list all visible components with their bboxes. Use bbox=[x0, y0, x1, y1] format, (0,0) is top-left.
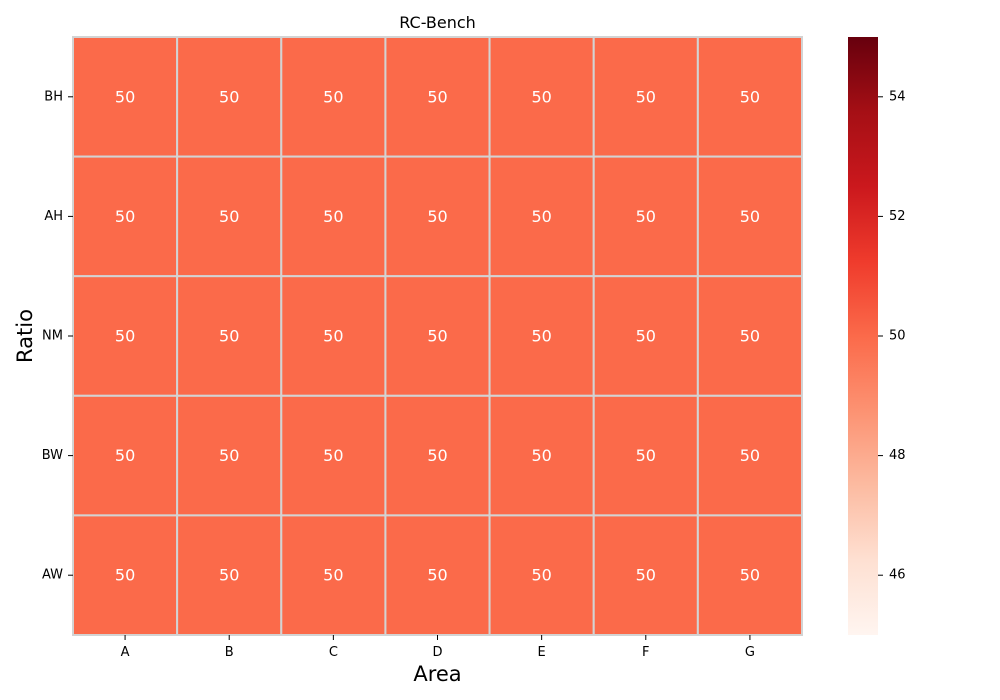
cell-value-label: 50 bbox=[115, 327, 135, 346]
cell-value-label: 50 bbox=[531, 87, 551, 106]
colorbar-tick-label: 54 bbox=[889, 89, 906, 104]
colorbar-ticks: 46 48 50 52 54 bbox=[878, 89, 906, 583]
heatmap-cell bbox=[72, 36, 179, 158]
y-tick-label: BW bbox=[42, 448, 63, 463]
x-tick-label: D bbox=[432, 645, 442, 660]
cell-value-label: 50 bbox=[219, 207, 239, 226]
heatmap-cell bbox=[696, 275, 803, 397]
heatmap-cell bbox=[488, 275, 595, 397]
cell-value-label: 50 bbox=[323, 566, 343, 585]
heatmap-cell bbox=[280, 514, 387, 637]
colorbar bbox=[848, 37, 878, 635]
cell-value-label: 50 bbox=[427, 207, 447, 226]
colorbar-tick-label: 50 bbox=[889, 329, 906, 344]
cell-value-label: 50 bbox=[740, 327, 760, 346]
cell-value-label: 50 bbox=[427, 87, 447, 106]
cell-value-label: 50 bbox=[740, 446, 760, 465]
cell-value-label: 50 bbox=[115, 207, 135, 226]
heatmap-cell bbox=[280, 36, 387, 158]
cell-value-label: 50 bbox=[427, 327, 447, 346]
cell-value-label: 50 bbox=[636, 87, 656, 106]
cell-value-label: 50 bbox=[531, 566, 551, 585]
x-tick-label: G bbox=[745, 645, 755, 660]
cell-value-label: 50 bbox=[323, 207, 343, 226]
x-axis-ticks: A B C D E F G bbox=[121, 635, 755, 660]
chart-title: RC-Bench bbox=[399, 13, 476, 32]
x-tick-label: E bbox=[538, 645, 546, 660]
cell-value-label: 50 bbox=[636, 207, 656, 226]
heatmap-cell bbox=[72, 514, 179, 637]
cell-value-label: 50 bbox=[219, 327, 239, 346]
colorbar-tick-label: 52 bbox=[889, 209, 906, 224]
x-tick-label: B bbox=[225, 645, 234, 660]
cell-value-label: 50 bbox=[427, 566, 447, 585]
heatmap-cell bbox=[592, 394, 699, 517]
heatmap-cell bbox=[176, 275, 283, 397]
x-axis-label: Area bbox=[413, 662, 461, 686]
x-tick-label: F bbox=[642, 645, 649, 660]
cell-value-label: 50 bbox=[740, 566, 760, 585]
heatmap-cell bbox=[696, 155, 803, 278]
heatmap-cell bbox=[488, 155, 595, 278]
cell-value-label: 50 bbox=[740, 87, 760, 106]
y-tick-label: AW bbox=[42, 568, 63, 583]
x-tick-label: A bbox=[121, 645, 130, 660]
colorbar-tick-label: 48 bbox=[889, 448, 906, 463]
cell-value-label: 50 bbox=[740, 207, 760, 226]
heatmap-cell bbox=[72, 394, 179, 517]
cell-value-label: 50 bbox=[115, 87, 135, 106]
heatmap-cell bbox=[176, 36, 283, 158]
y-tick-label: NM bbox=[42, 329, 63, 344]
cell-value-label: 50 bbox=[219, 87, 239, 106]
x-tick-label: C bbox=[329, 645, 338, 660]
y-axis-label: Ratio bbox=[13, 309, 37, 363]
heatmap-grid: 50 50 50 50 50 50 50 50 50 50 50 50 50 50 50 50 50 50 50 50… bbox=[72, 36, 803, 637]
y-tick-label: AH bbox=[44, 209, 63, 224]
cell-value-label: 50 bbox=[531, 446, 551, 465]
cell-value-label: 50 bbox=[323, 446, 343, 465]
cell-value-label: 50 bbox=[636, 446, 656, 465]
cell-value-label: 50 bbox=[531, 207, 551, 226]
cell-value-label: 50 bbox=[636, 566, 656, 585]
cell-value-label: 50 bbox=[323, 87, 343, 106]
y-tick-label: BH bbox=[44, 89, 63, 104]
cell-value-label: 50 bbox=[427, 446, 447, 465]
heatmap-cell bbox=[696, 394, 803, 517]
cell-value-label: 50 bbox=[115, 446, 135, 465]
heatmap-cell bbox=[384, 275, 491, 397]
cell-value-label: 50 bbox=[531, 327, 551, 346]
cell-value-label: 50 bbox=[219, 446, 239, 465]
heatmap-cell bbox=[592, 275, 699, 397]
heatmap-cell bbox=[280, 275, 387, 397]
cell-value-label: 50 bbox=[323, 327, 343, 346]
cell-value-label: 50 bbox=[219, 566, 239, 585]
cell-value-label: 50 bbox=[115, 566, 135, 585]
heatmap-cell bbox=[384, 394, 491, 517]
cell-value-label: 50 bbox=[636, 327, 656, 346]
y-axis-ticks: BH AH NM BW AW bbox=[42, 89, 73, 583]
heatmap-cell bbox=[592, 36, 699, 158]
heatmap-cell bbox=[280, 155, 387, 278]
heatmap-cell bbox=[176, 394, 283, 517]
colorbar-tick-label: 46 bbox=[889, 568, 906, 583]
